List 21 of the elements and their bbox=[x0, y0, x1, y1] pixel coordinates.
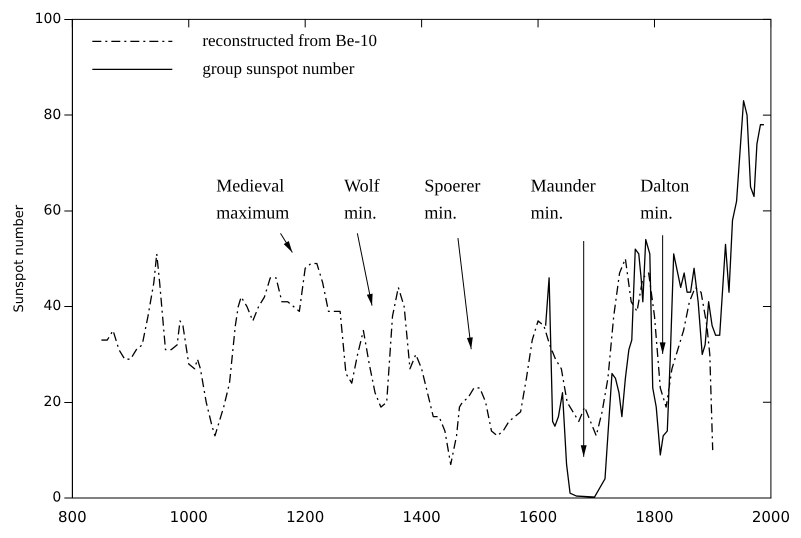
x-tick-label: 1000 bbox=[170, 508, 208, 526]
x-tick-label: 800 bbox=[58, 508, 87, 526]
legend-label: group sunspot number bbox=[202, 58, 355, 78]
x-tick-label: 1400 bbox=[402, 508, 441, 526]
y-tick-label: 60 bbox=[43, 202, 62, 218]
legend-label: reconstructed from Be-10 bbox=[202, 30, 377, 50]
y-tick-label: 100 bbox=[34, 11, 62, 28]
annotation: Wolf min. bbox=[344, 176, 380, 223]
x-tick-label: 1600 bbox=[518, 508, 558, 526]
annotation: Maunder min. bbox=[530, 176, 596, 223]
y-tick-label: 80 bbox=[43, 106, 62, 123]
x-tick-label: 1800 bbox=[635, 508, 674, 526]
y-tick-label: 0 bbox=[52, 490, 62, 506]
x-tick-label: 1200 bbox=[286, 508, 324, 526]
annotation: Dalton min. bbox=[640, 176, 690, 223]
annotation: Medieval maximum bbox=[216, 176, 290, 223]
annotation: Spoerer min. bbox=[424, 176, 480, 223]
x-tick-label: 2000 bbox=[752, 508, 790, 526]
y-tick-label: 40 bbox=[43, 298, 62, 314]
y-tick-label: 20 bbox=[43, 394, 62, 410]
y-axis-title: Sunspot number bbox=[12, 204, 28, 313]
